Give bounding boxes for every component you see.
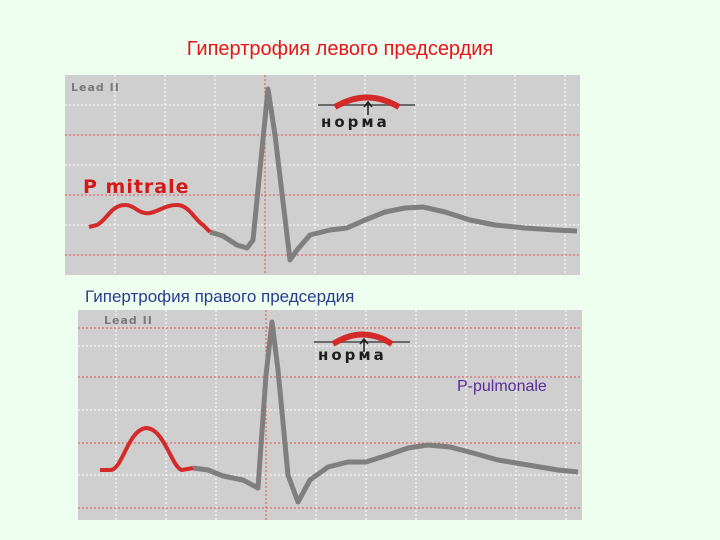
section-subtitle: Гипертрофия правого предсердия [85,287,355,306]
page-title: Гипертрофия левого предсердия [186,38,494,60]
norm-arc [333,94,401,110]
norm-label: норма [321,113,390,131]
ecg-trace [192,319,579,505]
p-mitrale-label: P mitrale [83,176,190,198]
ecg-strip-p-mitrale [65,75,580,275]
up-arrow-icon [363,100,373,115]
ecg-strip-p-pulmonale [78,310,582,520]
p-pulmonale-label: P-pulmonale [457,378,547,395]
lead-label: Lead II [104,314,153,327]
p-wave-pulmonale [100,425,194,473]
ecg-panel-p-pulmonale: Lead II норма P-pulmonale [78,310,582,520]
ecg-trace [209,86,578,263]
norm-label: норма [318,346,387,364]
up-arrow-icon [359,337,369,352]
grid-vertical [78,310,582,520]
p-wave-mitrale [88,202,212,234]
lead-label: Lead II [71,81,120,94]
norm-arc [331,331,394,347]
ecg-panel-p-mitrale: Lead II норма P mitrale [65,75,580,275]
